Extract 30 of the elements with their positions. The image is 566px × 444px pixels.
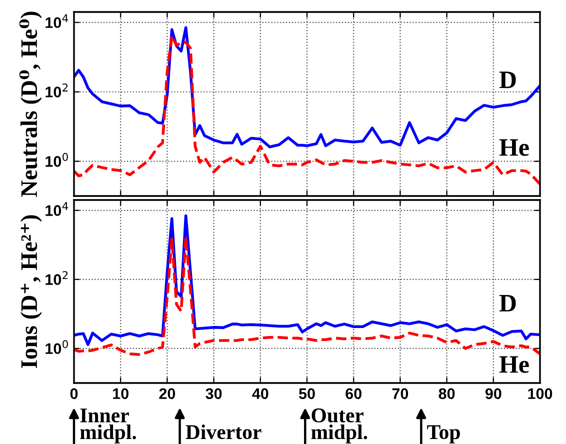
x-tick-label: 20 xyxy=(159,388,176,400)
x-tick-label: 60 xyxy=(346,388,362,400)
x-tick-label: 0 xyxy=(70,388,78,400)
y-tick-label: 10$^{2}$ xyxy=(46,271,68,286)
text: Divertor xyxy=(186,424,262,440)
y-tick-label: 10$^{0}$ xyxy=(46,152,68,167)
x-tick-label: 10 xyxy=(113,388,128,400)
y-tick-label: 10$^{4}$ xyxy=(46,202,68,216)
text: Inner midpl. xyxy=(80,408,136,444)
y-axis-title: Neutrals (D⁰, He⁰) xyxy=(19,12,42,197)
x-tick-label: 50 xyxy=(298,388,315,400)
series-label: He xyxy=(499,356,529,373)
y-tick-label: 10$^{0}$ xyxy=(46,340,68,354)
y-tick-label: 10$^{2}$ xyxy=(46,84,68,98)
x-tick-label: 100 xyxy=(528,388,552,400)
line-series xyxy=(74,214,540,346)
x-tick-label: 40 xyxy=(252,388,268,400)
text: Top xyxy=(427,425,460,444)
y-tick-label: 10$^{4}$ xyxy=(46,14,68,28)
x-tick-label: 80 xyxy=(438,388,455,400)
series-label: D xyxy=(499,72,516,88)
series-label: D xyxy=(499,294,516,312)
x-tick-label: 70 xyxy=(392,388,408,400)
series-label: He xyxy=(499,139,529,156)
y-axis-title: Ions (D⁺, He²⁺) xyxy=(20,215,42,368)
line-series xyxy=(74,236,540,356)
line-series xyxy=(74,34,540,186)
x-tick-label: 30 xyxy=(206,388,222,400)
x-tick-label: 90 xyxy=(485,388,502,400)
text: Outer midpl. xyxy=(311,408,368,444)
